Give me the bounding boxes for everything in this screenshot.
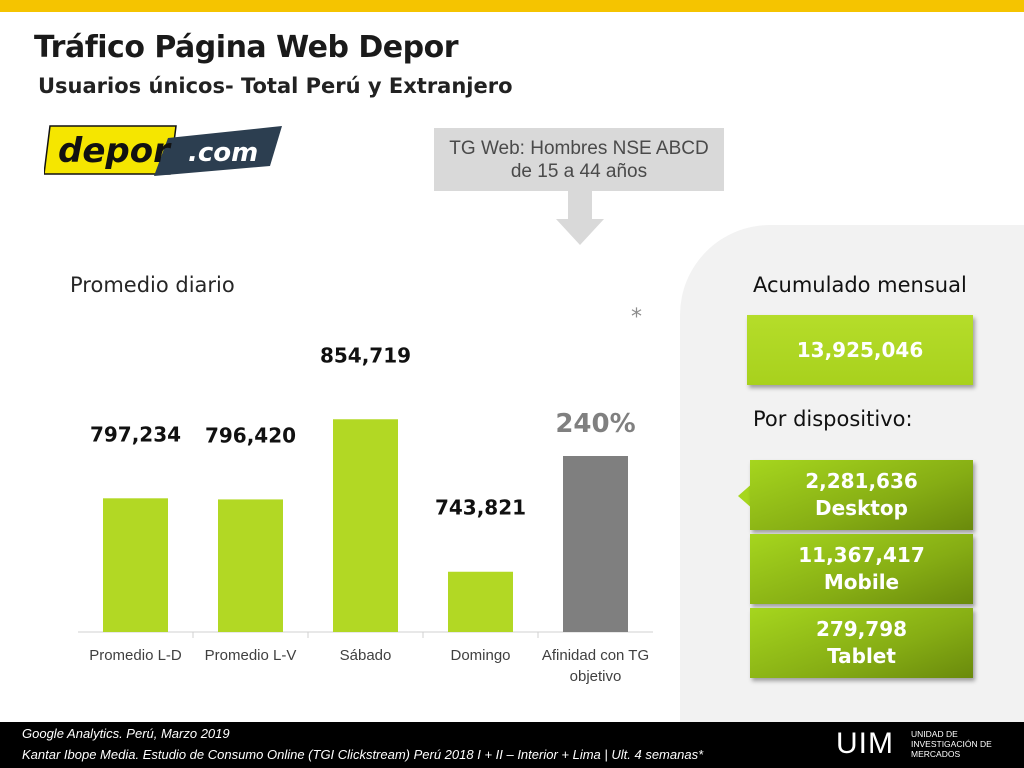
daily-users-bar-chart: 797,234 Promedio L-D 796,420 Promedio L-V 85… (78, 343, 653, 685)
uim-subtitle-line: UNIDAD DE (911, 729, 958, 739)
device-box-desktop: 2,281,636 Desktop (750, 460, 973, 530)
by-device-label: Por dispositivo: (753, 407, 913, 431)
bar (333, 419, 398, 632)
device-box-tablet: 279,798 Tablet (750, 608, 973, 678)
category-label: Promedio L-V (205, 647, 297, 664)
category-label: Sábado (340, 647, 392, 664)
daily-average-label: Promedio diario (70, 273, 235, 297)
device-value: 2,281,636 (805, 469, 918, 493)
bar (448, 571, 513, 632)
device-value: 11,367,417 (798, 543, 925, 567)
target-group-callout: TG Web: Hombres NSE ABCD de 15 a 44 años (434, 128, 724, 191)
bar (563, 456, 628, 632)
uim-subtitle-line: MERCADOS (911, 749, 961, 759)
category-label: Promedio L-D (89, 647, 182, 664)
data-label: 743,821 (435, 496, 526, 520)
data-label: 854,719 (320, 343, 411, 367)
footer-source-1: Google Analytics. Perú, Marzo 2019 (22, 726, 230, 741)
monthly-accumulated-label: Acumulado mensual (753, 273, 967, 297)
footer-bar: Google Analytics. Perú, Marzo 2019 Kanta… (0, 722, 1024, 768)
data-label: 797,234 (90, 422, 181, 446)
bar (103, 498, 168, 632)
device-box-mobile: 11,367,417 Mobile (750, 534, 973, 604)
logo-navy-block (154, 126, 282, 176)
data-label: 796,420 (205, 423, 296, 447)
asterisk-note: * (631, 305, 642, 330)
page-subtitle: Usuarios únicos- Total Perú y Extranjero (38, 74, 513, 98)
device-value: 279,798 (815, 617, 908, 641)
category-label: Domingo (450, 647, 510, 664)
callout-line-2: de 15 a 44 años (510, 161, 648, 182)
uim-subtitle-line: INVESTIGACIÓN DE (911, 739, 992, 749)
down-arrow-icon (556, 191, 604, 245)
category-label: Afinidad con TG (542, 647, 649, 664)
uim-logo: UIM (836, 727, 894, 760)
category-label: objetivo (570, 668, 622, 685)
device-name: Mobile (823, 570, 900, 594)
monthly-accumulated-value: 13,925,046 (747, 315, 973, 385)
footer-source-2: Kantar Ibope Media. Estudio de Consumo O… (22, 747, 704, 762)
depor-logo: depor .com (44, 125, 282, 176)
logo-domain-text: .com (188, 138, 258, 168)
page-title: Tráfico Página Web Depor (34, 30, 459, 65)
callout-line-1: TG Web: Hombres NSE ABCD (449, 138, 709, 159)
bar (218, 499, 283, 632)
data-label: 240% (555, 409, 635, 439)
device-name: Desktop (815, 496, 908, 520)
device-name: Tablet (827, 644, 896, 668)
logo-main-text: depor (58, 131, 172, 171)
top-accent-bar (0, 0, 1024, 12)
uim-subtitle: UNIDAD DE INVESTIGACIÓN DE MERCADOS (911, 729, 992, 759)
